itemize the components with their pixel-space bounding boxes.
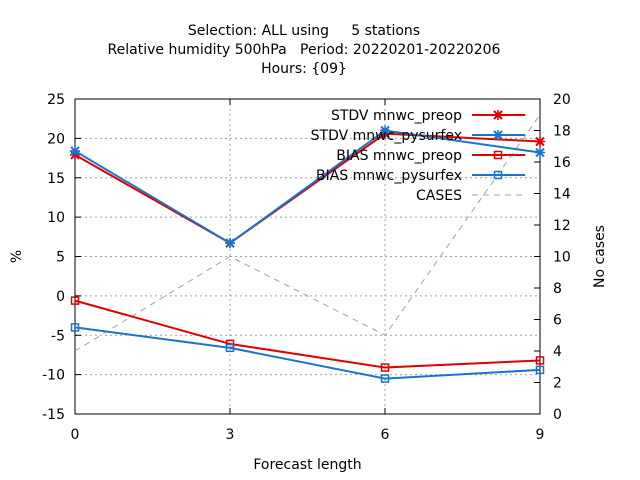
title-line: Selection: ALL using 5 stations [188, 23, 420, 39]
data-point [380, 363, 390, 372]
series-4 [74, 114, 541, 352]
y-tick-label: -10 [42, 368, 65, 384]
data-point [493, 110, 503, 120]
data-point [70, 323, 80, 332]
y2-axis-label: No cases [592, 225, 608, 288]
legend: STDV mnwc_preop STDV mnwc_pysurfex BIAS mn… [311, 108, 525, 204]
title-line: Hours: {09} [261, 61, 347, 77]
y-tick-label: 10 [47, 210, 65, 226]
y2-tick-label: 10 [553, 250, 571, 266]
data-point [70, 296, 80, 305]
series-line [74, 132, 541, 245]
chart-title: Selection: ALL using 5 stations Relative … [108, 23, 501, 77]
x-axis-label: Forecast length [253, 457, 361, 473]
x-tick-label: 9 [536, 427, 545, 443]
y2-tick-label: 20 [553, 92, 571, 108]
data-point [535, 136, 545, 147]
legend-label: CASES [416, 188, 462, 204]
series-lines [70, 114, 545, 383]
y2-tick-label: 4 [553, 344, 562, 360]
legend-label: BIAS mnwc_preop [336, 148, 462, 164]
data-point [493, 170, 503, 180]
series-line [74, 326, 541, 380]
y-axis-label: % [9, 250, 25, 263]
data-point [535, 365, 545, 375]
data-point [70, 145, 80, 156]
y2-tick-label: 14 [553, 187, 571, 203]
title-line: Relative humidity 500hPa Period: 2022020… [108, 42, 501, 58]
y2-tick-label: 16 [553, 155, 571, 171]
legend-label: STDV mnwc_pysurfex [311, 128, 462, 144]
y2-tick-label: 6 [553, 313, 562, 329]
x-axis-ticks: 0 3 6 9 [71, 99, 545, 443]
x-tick-label: 0 [71, 427, 80, 443]
y-tick-label: 25 [47, 92, 65, 108]
legend-label: STDV mnwc_preop [331, 108, 462, 124]
data-point [493, 130, 503, 140]
y-tick-label: 5 [56, 250, 65, 266]
data-point [535, 356, 545, 365]
series-line [74, 114, 541, 352]
grid-lines [75, 99, 540, 414]
data-point [535, 147, 545, 158]
y-axis-ticks: -15 -10 -5 0 5 10 15 20 25 [42, 92, 81, 423]
x-tick-label: 3 [226, 427, 235, 443]
y-tick-label: 20 [47, 131, 65, 147]
y2-tick-label: 0 [553, 407, 562, 423]
y-tick-label: -5 [51, 328, 65, 344]
series-line [74, 299, 541, 369]
y-tick-label: 0 [56, 289, 65, 305]
series-0 [70, 128, 545, 249]
y2-tick-label: 2 [553, 376, 562, 392]
data-point [380, 374, 390, 383]
series-1 [70, 125, 545, 249]
y2-tick-label: 8 [553, 281, 562, 297]
data-point [225, 238, 235, 249]
y-tick-label: -15 [42, 407, 65, 423]
data-point [493, 150, 503, 160]
y2-axis-ticks: 0 2 4 6 8 10 12 14 16 18 20 [534, 92, 571, 423]
legend-label: BIAS mnwc_pysurfex [316, 168, 462, 184]
y2-tick-label: 18 [553, 124, 571, 140]
x-tick-label: 6 [381, 427, 390, 443]
series-2 [70, 296, 545, 372]
data-point [380, 125, 390, 136]
y-tick-label: 15 [47, 171, 65, 187]
series-line [74, 129, 541, 245]
series-3 [70, 323, 545, 383]
y2-tick-label: 12 [553, 218, 571, 234]
data-point [225, 343, 235, 353]
